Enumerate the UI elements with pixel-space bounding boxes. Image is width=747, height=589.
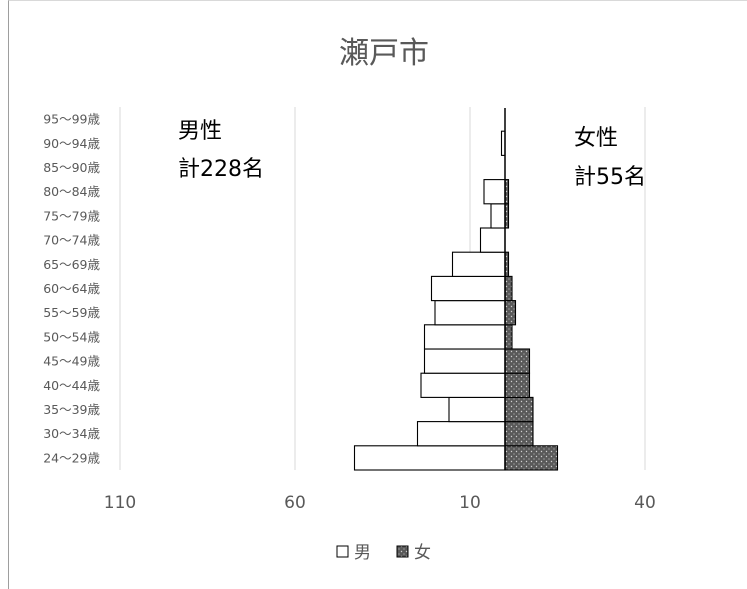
age-label: 75〜79歳	[43, 208, 100, 223]
male-bar	[416, 421, 506, 447]
age-label: 30〜34歳	[43, 426, 100, 441]
age-label: 60〜64歳	[43, 281, 100, 296]
age-axis: 24〜29歳 30〜34歳 35〜39歳 40〜44歳 45〜49歳 50〜54歳 55〜5…	[43, 112, 100, 466]
male-total: 計228名	[178, 157, 264, 182]
female-bar	[504, 396, 534, 423]
male-bar	[434, 300, 506, 326]
male-bar	[483, 179, 506, 205]
legend-male-label: 男	[354, 543, 371, 563]
male-bar	[490, 203, 506, 229]
bars	[353, 130, 559, 471]
age-label: 70〜74歳	[43, 233, 100, 248]
legend: 男 女	[336, 543, 431, 563]
male-bar	[479, 227, 506, 253]
male-bar	[448, 396, 506, 423]
female-total: 計55名	[574, 165, 646, 190]
female-bar	[504, 421, 534, 447]
age-label: 85〜90歳	[43, 160, 100, 175]
chart-frame	[8, 0, 747, 589]
female-bar	[504, 372, 531, 398]
legend-male-swatch	[336, 545, 349, 558]
legend-female-swatch	[396, 545, 409, 558]
female-bar	[504, 300, 517, 326]
age-label: 95〜99歳	[43, 112, 100, 127]
male-bar	[353, 445, 506, 471]
age-label: 50〜54歳	[43, 329, 100, 344]
male-bar	[420, 372, 506, 398]
male-label: 男性	[178, 119, 222, 144]
age-label: 35〜39歳	[43, 402, 100, 417]
female-bar	[504, 324, 513, 350]
male-bar	[423, 348, 506, 374]
female-bar	[504, 445, 559, 471]
female-label: 女性	[574, 126, 618, 151]
chart-title: 瀬戸市	[339, 36, 429, 71]
x-tick-label: 40	[634, 493, 656, 513]
x-axis: 110 60 10 40	[104, 493, 656, 513]
age-label: 40〜44歳	[43, 378, 100, 393]
age-label: 90〜94歳	[43, 136, 100, 151]
x-tick-label: 60	[284, 493, 306, 513]
age-label: 55〜59歳	[43, 305, 100, 320]
legend-female-label: 女	[414, 543, 431, 563]
x-tick-label: 10	[459, 493, 481, 513]
male-bar	[451, 251, 506, 277]
male-bar	[423, 324, 506, 350]
age-label: 80〜84歳	[43, 184, 100, 199]
age-label: 24〜29歳	[43, 450, 100, 465]
female-bar	[504, 275, 513, 302]
x-tick-label: 110	[104, 493, 136, 513]
age-label: 45〜49歳	[43, 354, 100, 369]
age-label: 65〜69歳	[43, 257, 100, 272]
female-bar	[504, 348, 531, 374]
male-bar	[430, 275, 506, 302]
